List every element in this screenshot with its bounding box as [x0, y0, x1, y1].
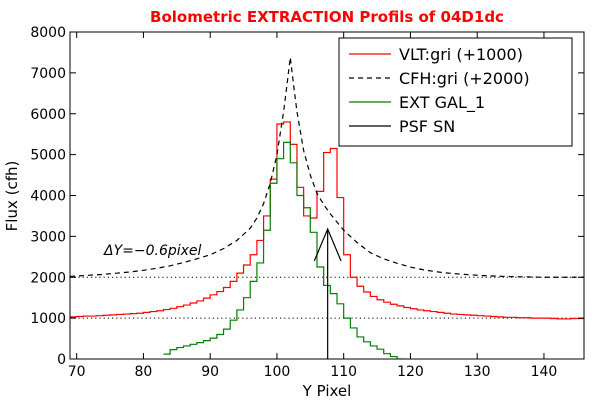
legend-box — [338, 37, 573, 147]
x-tick-label: 80 — [135, 364, 153, 380]
legend-label-0: VLT:gri (+1000) — [399, 45, 523, 64]
x-tick-label: 110 — [330, 364, 357, 380]
y-tick-label: 4000 — [30, 189, 66, 205]
plot-area — [70, 57, 584, 359]
x-axis-label: Y Pixel — [302, 382, 352, 400]
x-tick-label: 90 — [201, 364, 219, 380]
y-tick-label: 7000 — [30, 66, 66, 82]
chart-title: Bolometric EXTRACTION Profils of 04D1dc — [150, 8, 504, 26]
series-line-0 — [70, 121, 584, 320]
y-tick-label: 0 — [57, 352, 66, 368]
psf-sn-marker-arrowhead — [313, 227, 342, 262]
x-tick-label: 100 — [264, 364, 291, 380]
y-tick-label: 3000 — [30, 229, 66, 245]
x-tick-label: 120 — [397, 364, 424, 380]
legend: VLT:gri (+1000) CFH:gri (+2000) EXT GAL_1 P… — [338, 37, 573, 147]
legend-label-3: PSF SN — [399, 117, 455, 136]
x-tick-label: 140 — [531, 364, 558, 380]
y-tick-label: 6000 — [30, 107, 66, 123]
legend-label-1: CFH:gri (+2000) — [399, 69, 530, 88]
y-axis-label: Flux (cfh) — [3, 161, 21, 232]
y-tick-label: 8000 — [30, 25, 66, 41]
series-line-1 — [70, 57, 584, 278]
y-tick-label: 2000 — [30, 270, 66, 286]
legend-label-2: EXT GAL_1 — [399, 93, 485, 113]
x-tick-label: 70 — [68, 364, 86, 380]
delta-y-annotation: ΔY=−0.6pixel — [103, 243, 202, 259]
series-line-2 — [163, 141, 404, 359]
y-tick-label: 1000 — [30, 311, 66, 327]
y-tick-label: 5000 — [30, 148, 66, 164]
x-tick-label: 130 — [464, 364, 491, 380]
